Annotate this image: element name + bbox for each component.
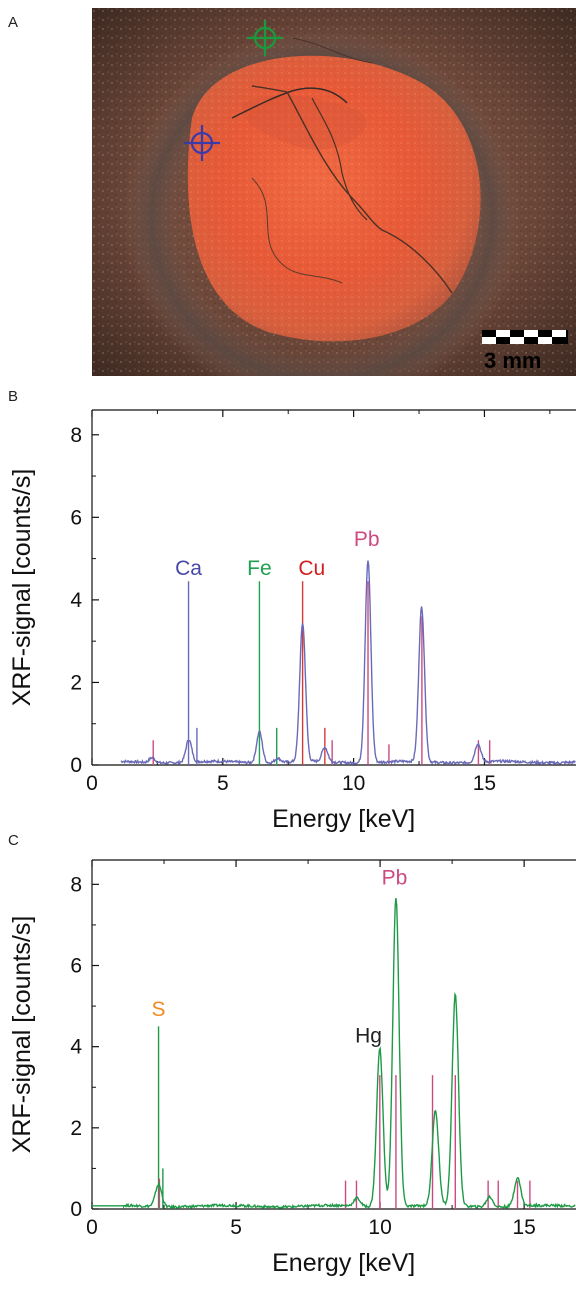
y-tick-label: 0 — [70, 1198, 82, 1221]
spectrum-line — [120, 560, 576, 765]
spectrum-line — [92, 898, 576, 1209]
x-axis-title: Energy [keV] — [272, 805, 415, 833]
y-tick-label: 8 — [70, 873, 82, 896]
element-label-s: S — [152, 998, 166, 1021]
element-label-hg: Hg — [355, 1025, 382, 1048]
element-label-pb: Pb — [354, 528, 380, 551]
y-tick-label: 4 — [70, 589, 82, 612]
x-tick-label: 15 — [512, 1216, 535, 1239]
scale-bar-label: 3 mm — [484, 348, 541, 373]
y-tick-label: 4 — [70, 1036, 82, 1059]
microscope-photo: 3 mm — [92, 8, 576, 376]
xrf-spectrum-chart-c: 0 5 10 15 0 2 4 6 8 Energy [keV] XRF-signal [count… — [0, 840, 576, 1305]
crack-line — [231, 87, 348, 119]
chart-c-svg: 0 5 10 15 0 2 4 6 8 Energy [keV] XRF-signal [count… — [8, 859, 576, 1277]
x-tick-label: 0 — [86, 1216, 98, 1239]
x-tick-label: 10 — [342, 772, 365, 795]
x-tick-label: 5 — [217, 772, 229, 795]
element-label-pb: Pb — [382, 866, 408, 889]
element-label-cu: Cu — [298, 557, 325, 580]
green-crosshair-marker — [247, 20, 283, 56]
x-tick-label: 5 — [230, 1216, 242, 1239]
element-label-fe: Fe — [247, 557, 272, 580]
y-tick-label: 2 — [70, 671, 82, 694]
chart-b-svg: 0 5 10 15 0 2 4 6 8 Energy [keV] XRF-signal [count… — [8, 409, 576, 833]
xrf-spectrum-chart-b: 0 5 10 15 0 2 4 6 8 Energy [keV] XRF-signal [count… — [0, 395, 576, 865]
y-axis-title: XRF-signal [counts/s] — [8, 916, 36, 1154]
y-tick-label: 2 — [70, 1117, 82, 1140]
blue-crosshair-marker — [184, 125, 220, 161]
y-tick-label: 8 — [70, 424, 82, 447]
panel-label-a: A — [8, 14, 19, 31]
x-tick-label: 10 — [368, 1216, 391, 1239]
x-tick-label: 0 — [86, 772, 98, 795]
element-label-ca: Ca — [175, 557, 202, 580]
scale-bar — [482, 330, 568, 344]
y-tick-label: 6 — [70, 506, 82, 529]
x-tick-label: 15 — [473, 772, 496, 795]
panel-label-b: B — [8, 388, 19, 405]
y-tick-label: 0 — [70, 754, 82, 777]
y-axis-title: XRF-signal [counts/s] — [8, 469, 36, 707]
x-axis-title: Energy [keV] — [272, 1249, 415, 1277]
panel-label-c: C — [8, 832, 19, 849]
y-tick-label: 6 — [70, 955, 82, 978]
